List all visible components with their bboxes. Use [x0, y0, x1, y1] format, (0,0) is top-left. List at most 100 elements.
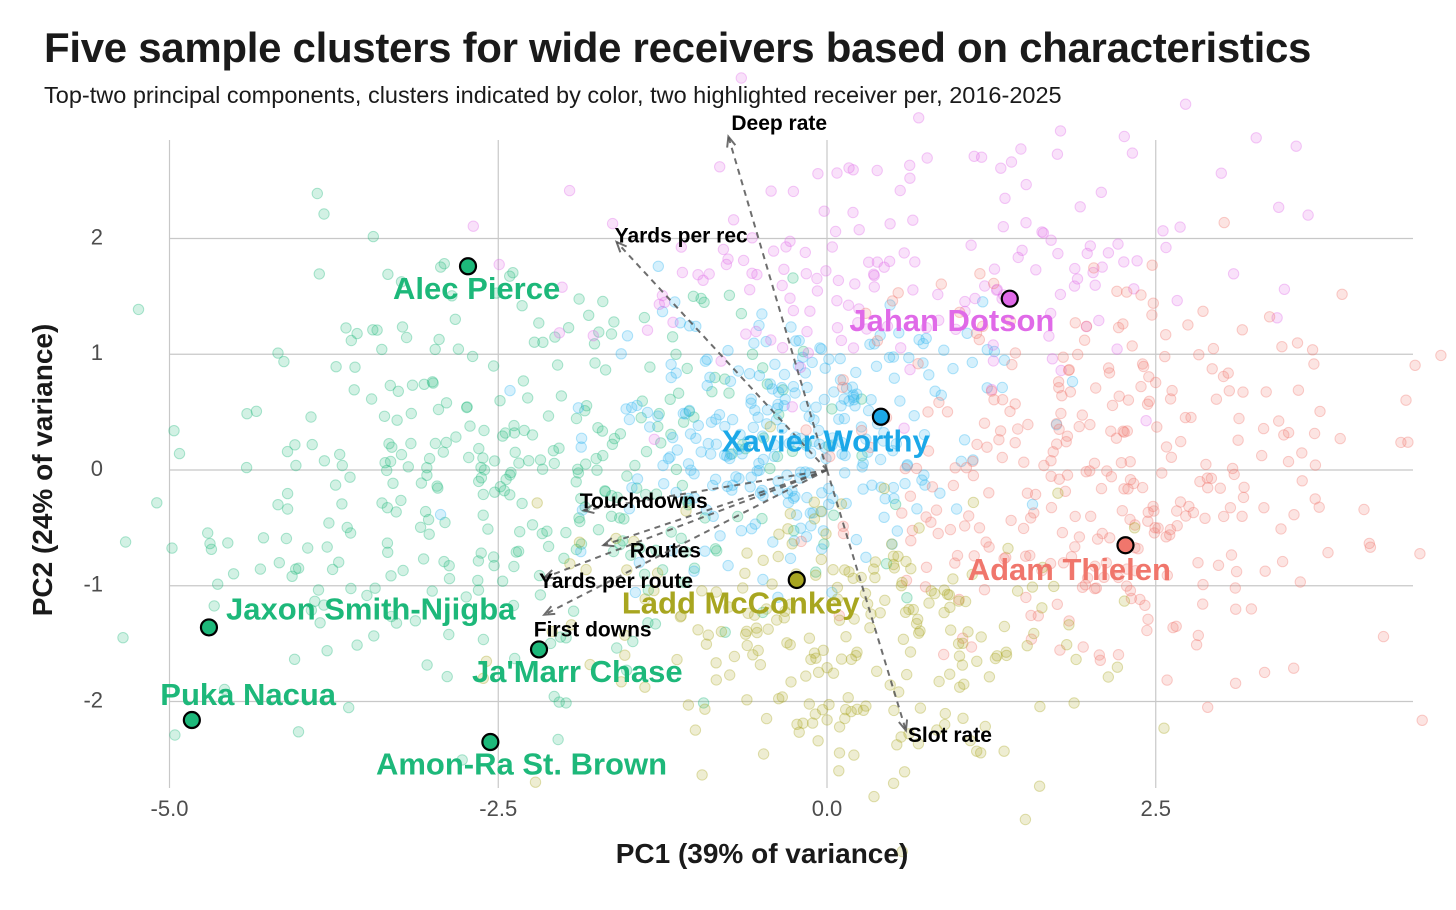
cluster-point	[1128, 477, 1140, 490]
cluster-point	[488, 455, 501, 467]
cluster-point	[589, 357, 601, 369]
cluster-point	[623, 413, 636, 426]
cluster-point	[1019, 550, 1032, 562]
cluster-point	[119, 536, 132, 548]
cluster-point	[883, 351, 896, 364]
cluster-point	[831, 593, 844, 605]
cluster-point	[1111, 661, 1124, 673]
cluster-point	[828, 509, 840, 521]
cluster-point	[472, 584, 485, 596]
cluster-point	[648, 433, 660, 445]
cluster-point	[254, 563, 267, 575]
cluster-point	[1224, 502, 1237, 514]
cluster-point	[975, 747, 987, 759]
cluster-point	[862, 446, 874, 458]
cluster-point	[1020, 217, 1032, 229]
cluster-point	[932, 527, 944, 540]
cluster-point	[288, 653, 301, 665]
cluster-point	[664, 451, 676, 463]
cluster-point	[904, 490, 917, 502]
cluster-point	[1435, 349, 1447, 362]
cluster-point	[573, 512, 585, 524]
cluster-point	[117, 632, 129, 644]
cluster-point	[879, 493, 891, 505]
highlighted-point	[199, 618, 219, 637]
cluster-point	[985, 385, 998, 397]
cluster-point	[898, 422, 910, 434]
cluster-point	[838, 412, 851, 425]
cluster-point	[1096, 261, 1108, 273]
cluster-point	[508, 419, 520, 432]
cluster-point	[831, 322, 844, 334]
cluster-point	[443, 560, 455, 572]
cluster-point	[1053, 382, 1065, 394]
cluster-point	[1076, 409, 1089, 421]
cluster-point	[808, 496, 820, 508]
cluster-point	[799, 246, 811, 259]
cluster-point	[1036, 226, 1048, 238]
cluster-point	[395, 448, 408, 461]
highlighted-point	[458, 257, 478, 276]
cluster-point	[1000, 646, 1012, 658]
cluster-point	[639, 681, 651, 693]
cluster-point	[536, 463, 549, 475]
cluster-point	[979, 720, 991, 733]
cluster-point	[638, 311, 651, 324]
cluster-point	[856, 461, 868, 473]
cluster-point	[896, 576, 908, 589]
cluster-point	[680, 546, 692, 558]
cluster-point	[768, 450, 780, 462]
cluster-point	[760, 335, 772, 348]
cluster-point	[575, 538, 588, 550]
cluster-point	[536, 527, 548, 540]
cluster-point	[552, 733, 564, 746]
cluster-point	[1045, 455, 1057, 467]
cluster-point	[926, 481, 939, 493]
cluster-point	[336, 459, 348, 472]
cluster-point	[962, 626, 974, 638]
cluster-point	[840, 631, 852, 643]
cluster-point	[812, 168, 824, 180]
cluster-point	[583, 309, 595, 321]
cluster-point	[957, 632, 969, 644]
cluster-point	[1044, 557, 1057, 570]
cluster-point	[1074, 201, 1086, 213]
cluster-point	[826, 586, 838, 599]
cluster-point	[903, 603, 915, 616]
cluster-point	[771, 450, 784, 463]
cluster-point	[334, 448, 346, 461]
cluster-point	[1029, 488, 1042, 501]
cluster-point	[1151, 421, 1163, 433]
cluster-point	[1112, 321, 1125, 334]
cluster-point	[1158, 722, 1170, 734]
cluster-point	[675, 532, 687, 544]
cluster-point	[701, 353, 713, 365]
cluster-point	[1070, 653, 1082, 666]
cluster-point	[899, 477, 911, 490]
cluster-point	[606, 438, 619, 450]
cluster-point	[753, 464, 765, 476]
cluster-point	[816, 543, 828, 555]
cluster-point	[382, 268, 394, 280]
cluster-point	[1288, 662, 1300, 674]
cluster-point	[773, 408, 785, 421]
cluster-point	[757, 606, 769, 619]
cluster-point	[381, 502, 394, 514]
cluster-point	[842, 692, 854, 704]
cluster-point	[1256, 449, 1268, 462]
cluster-point	[945, 624, 957, 636]
cluster-point	[1030, 264, 1042, 276]
cluster-point	[381, 464, 393, 477]
cluster-point	[1113, 390, 1125, 402]
cluster-point	[670, 348, 682, 360]
cluster-point	[1180, 510, 1192, 522]
cluster-point	[793, 334, 805, 347]
cluster-point	[611, 642, 623, 654]
cluster-point	[771, 614, 783, 626]
cluster-point	[421, 659, 433, 671]
chart-subtitle: Top-two principal components, clusters i…	[44, 82, 1062, 108]
cluster-point	[652, 420, 664, 433]
cluster-point	[367, 230, 379, 243]
cluster-point	[777, 384, 789, 396]
cluster-point	[894, 395, 906, 407]
